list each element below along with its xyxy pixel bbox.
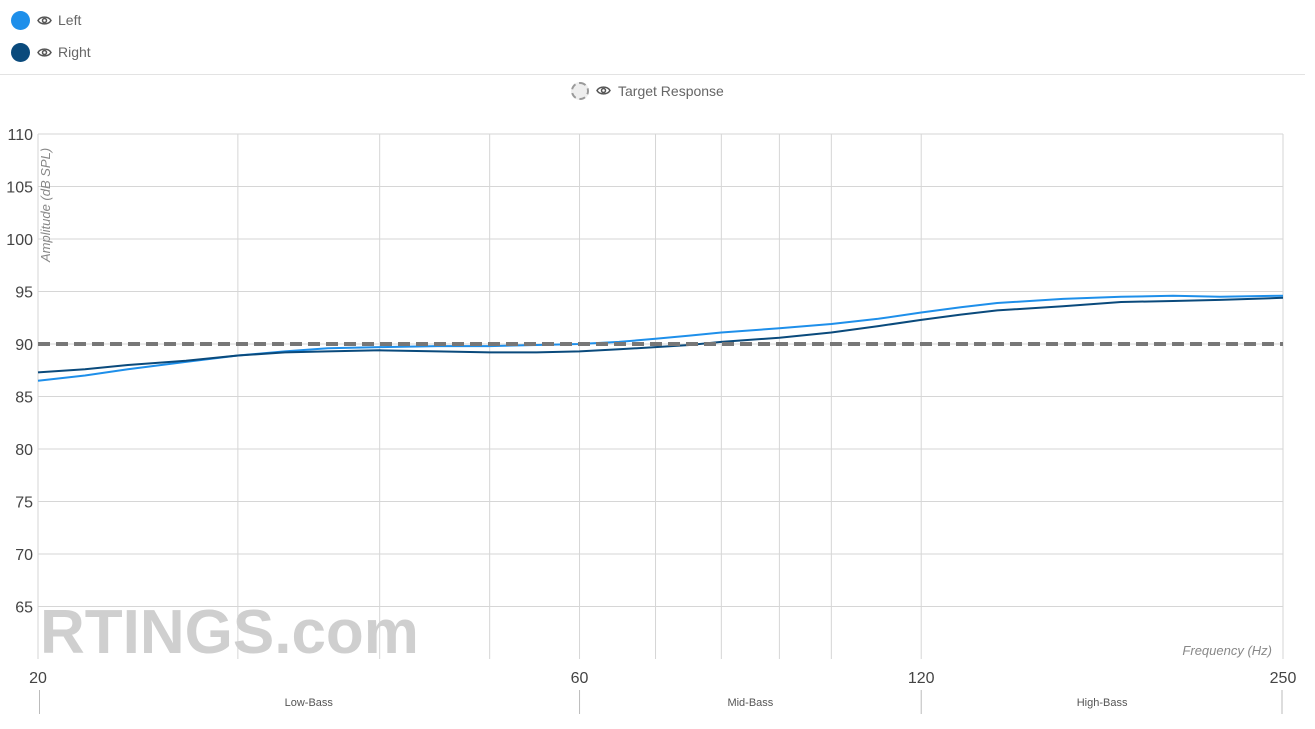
chart-series [37, 294, 1284, 382]
band-label: Mid-Bass [727, 697, 773, 709]
x-tick-label: 60 [571, 670, 589, 687]
eye-icon[interactable] [36, 12, 52, 28]
x-tick-label: 120 [908, 670, 935, 687]
y-tick-label: 100 [6, 232, 33, 249]
right-color-swatch[interactable] [11, 42, 30, 62]
y-tick-label: 95 [15, 285, 33, 302]
legend-label-right: Right [58, 44, 91, 60]
band-label: High-Bass [1077, 697, 1128, 709]
legend-item-target-response[interactable]: Target Response [571, 80, 724, 102]
y-tick-label: 105 [6, 180, 33, 197]
y-axis-label: Amplitude (dB SPL) [38, 148, 53, 263]
legend-label-target-response: Target Response [618, 83, 724, 99]
chart-grid [37, 133, 1284, 659]
y-tick-label: 80 [15, 442, 33, 459]
y-tick-label: 75 [15, 495, 33, 512]
chart-ticks: 65 70 75 80 85 90 95 100 105 110 20 60 120 250 [6, 127, 1296, 687]
y-tick-label: 110 [7, 127, 33, 144]
x-axis-label: Frequency (Hz) [1182, 643, 1272, 658]
series-line-right [37, 296, 1284, 374]
x-tick-label: 20 [29, 670, 47, 687]
band-label: Low-Bass [285, 697, 334, 709]
eye-icon[interactable] [36, 44, 52, 60]
legend-item-right[interactable]: Right [11, 41, 91, 63]
y-tick-label: 90 [15, 337, 33, 354]
y-tick-label: 70 [15, 547, 33, 564]
legend-item-left[interactable]: Left [11, 9, 81, 31]
left-color-swatch[interactable] [11, 10, 30, 30]
frequency-bands: Low-Bass Mid-Bass High-Bass [39, 690, 1283, 714]
y-tick-label: 85 [15, 390, 33, 407]
target-color-swatch[interactable] [571, 82, 589, 100]
y-tick-label: 65 [15, 600, 33, 617]
legend-label-left: Left [58, 12, 82, 28]
x-tick-label: 250 [1270, 670, 1297, 687]
watermark-logo: RTINGS.com [40, 598, 419, 667]
eye-icon[interactable] [596, 83, 611, 99]
series-line-left [37, 294, 1284, 382]
legend-divider [0, 74, 1305, 75]
